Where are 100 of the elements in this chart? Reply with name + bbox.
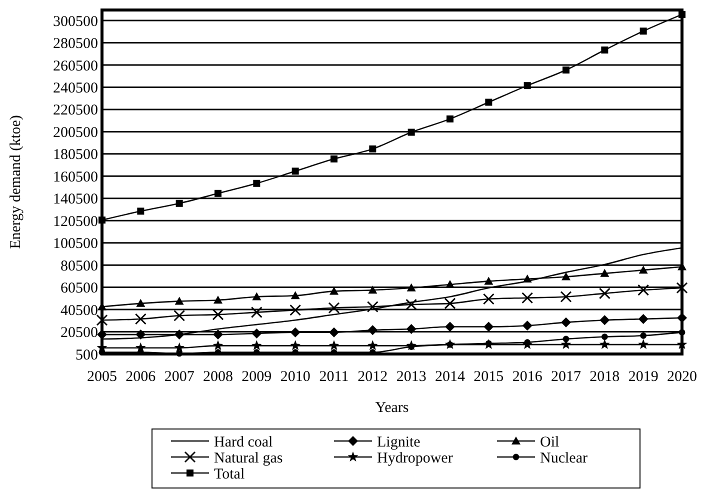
point bbox=[136, 330, 146, 340]
point bbox=[406, 298, 418, 310]
point bbox=[562, 66, 570, 74]
legend-label: Lignite bbox=[377, 434, 421, 450]
point bbox=[290, 291, 300, 300]
point bbox=[252, 328, 262, 338]
point bbox=[561, 317, 571, 328]
point bbox=[292, 168, 299, 175]
y-tick-label: 200500 bbox=[53, 124, 98, 141]
y-tick-label: 20500 bbox=[60, 325, 98, 342]
x-tick-label: 2020 bbox=[667, 369, 697, 385]
point bbox=[136, 298, 146, 307]
x-tick-label: 2018 bbox=[590, 369, 620, 385]
point bbox=[251, 340, 262, 350]
x-tick-label: 2007 bbox=[164, 369, 195, 385]
point bbox=[176, 200, 183, 207]
point bbox=[366, 301, 378, 313]
x-tick-label: 2006 bbox=[126, 369, 156, 385]
point bbox=[599, 339, 610, 349]
point bbox=[290, 340, 301, 350]
point bbox=[600, 315, 610, 326]
point bbox=[250, 306, 262, 318]
point bbox=[369, 145, 376, 152]
point bbox=[638, 266, 648, 274]
point bbox=[562, 272, 570, 280]
legend-label: Oil bbox=[540, 434, 560, 450]
point bbox=[560, 291, 572, 303]
point bbox=[678, 10, 686, 18]
point bbox=[176, 350, 183, 357]
x-tick-label: 2013 bbox=[396, 369, 426, 385]
point bbox=[174, 330, 184, 340]
legend-label: Hydropower bbox=[377, 450, 453, 466]
y-tick-label: 260500 bbox=[53, 58, 98, 74]
legend-label: Natural gas bbox=[214, 450, 283, 466]
x-tick-label: 2009 bbox=[242, 369, 272, 385]
point bbox=[408, 128, 415, 136]
point bbox=[638, 339, 649, 349]
point bbox=[601, 46, 608, 54]
x-tick-label: 2008 bbox=[203, 369, 233, 385]
point bbox=[212, 340, 224, 350]
x-tick-label: 2019 bbox=[628, 369, 658, 385]
point bbox=[253, 180, 260, 187]
y-tick-label: 500 bbox=[76, 347, 98, 364]
x-axis-title: Years bbox=[375, 400, 409, 416]
point bbox=[174, 310, 186, 322]
point bbox=[522, 274, 532, 282]
y-tick-label: 240500 bbox=[53, 80, 98, 96]
y-tick-label: 160500 bbox=[53, 169, 98, 186]
point bbox=[329, 327, 339, 338]
point bbox=[601, 334, 608, 340]
point bbox=[98, 349, 106, 356]
point bbox=[328, 302, 340, 314]
point bbox=[598, 288, 610, 300]
legend-label: Nuclear bbox=[540, 450, 588, 466]
point bbox=[134, 313, 146, 325]
point bbox=[330, 155, 338, 162]
point bbox=[174, 296, 184, 305]
point bbox=[368, 325, 378, 336]
point bbox=[640, 28, 647, 35]
point bbox=[368, 286, 378, 294]
point bbox=[640, 332, 647, 339]
y-tick-label: 80500 bbox=[60, 258, 98, 274]
legend-label: Total bbox=[214, 466, 245, 482]
x-tick-label: 2015 bbox=[474, 369, 504, 385]
y-tick-label: 100500 bbox=[53, 236, 98, 252]
point bbox=[444, 298, 456, 310]
point bbox=[137, 208, 144, 215]
point bbox=[638, 284, 650, 296]
point bbox=[522, 320, 532, 331]
point bbox=[212, 308, 224, 320]
point bbox=[406, 283, 416, 292]
y-tick-label: 40500 bbox=[60, 302, 98, 319]
point bbox=[484, 276, 494, 285]
point bbox=[600, 268, 610, 277]
point bbox=[677, 312, 687, 323]
y-tick-label: 220500 bbox=[53, 102, 98, 119]
point bbox=[522, 292, 534, 304]
point bbox=[446, 115, 454, 122]
point bbox=[96, 314, 108, 326]
point bbox=[482, 293, 494, 305]
x-tick-label: 2010 bbox=[280, 369, 310, 385]
x-tick-label: 2017 bbox=[551, 369, 582, 385]
point bbox=[213, 330, 223, 340]
point bbox=[367, 340, 378, 350]
point bbox=[328, 340, 340, 350]
point bbox=[98, 216, 106, 224]
point bbox=[252, 292, 262, 300]
x-tick-label: 2016 bbox=[512, 369, 543, 385]
point bbox=[214, 190, 222, 197]
point bbox=[290, 304, 302, 316]
point bbox=[678, 329, 686, 336]
point bbox=[290, 327, 300, 338]
point bbox=[485, 98, 492, 106]
point bbox=[562, 336, 570, 342]
y-tick-label: 280500 bbox=[53, 36, 98, 52]
y-tick-label: 60500 bbox=[60, 280, 98, 297]
y-tick-label: 120500 bbox=[53, 214, 98, 230]
point bbox=[524, 82, 531, 90]
point bbox=[445, 322, 455, 332]
point bbox=[484, 322, 494, 332]
